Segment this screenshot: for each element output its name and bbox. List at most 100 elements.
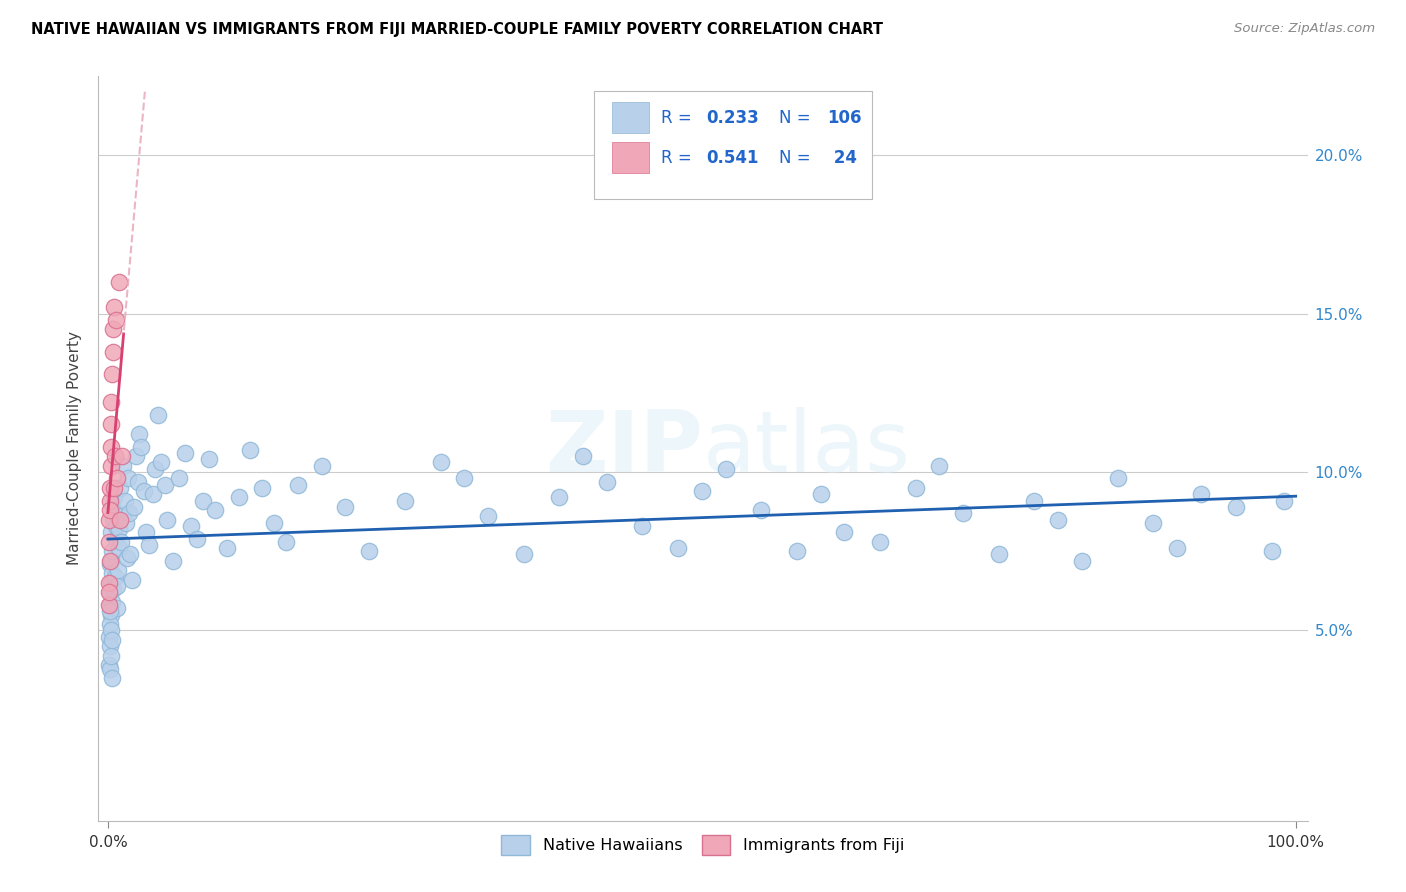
Point <box>834 525 856 540</box>
Text: Source: ZipAtlas.com: Source: ZipAtlas.com <box>1234 22 1375 36</box>
Text: ZIP: ZIP <box>546 407 703 490</box>
Point <box>810 487 832 501</box>
Point <box>100 440 122 454</box>
Point <box>952 506 974 520</box>
Point <box>98 554 121 568</box>
Point <box>120 548 142 562</box>
Point <box>129 440 152 454</box>
Point <box>122 500 145 514</box>
Point <box>105 519 128 533</box>
Point <box>98 503 121 517</box>
Point <box>103 512 125 526</box>
Point <box>204 503 226 517</box>
Point <box>714 462 737 476</box>
Point <box>101 671 124 685</box>
Point <box>215 541 238 555</box>
Point <box>749 503 772 517</box>
Point <box>98 658 121 673</box>
Point <box>928 458 950 473</box>
Point <box>572 449 595 463</box>
Point <box>359 544 381 558</box>
Text: R =: R = <box>661 109 697 127</box>
Point <box>121 573 143 587</box>
Point <box>100 604 122 618</box>
Point <box>631 519 654 533</box>
Point <box>100 632 122 647</box>
Y-axis label: Married-Couple Family Poverty: Married-Couple Family Poverty <box>67 331 83 566</box>
Text: NATIVE HAWAIIAN VS IMMIGRANTS FROM FIJI MARRIED-COUPLE FAMILY POVERTY CORRELATIO: NATIVE HAWAIIAN VS IMMIGRANTS FROM FIJI … <box>31 22 883 37</box>
Point <box>311 458 333 473</box>
Point <box>108 522 131 536</box>
Point <box>107 563 129 577</box>
Point <box>162 554 184 568</box>
Point <box>1261 544 1284 558</box>
Point <box>869 534 891 549</box>
Point <box>105 579 128 593</box>
Point <box>101 595 124 609</box>
Point <box>180 519 202 533</box>
Point <box>114 516 136 530</box>
Point <box>115 550 138 565</box>
Point <box>103 481 125 495</box>
Point <box>191 493 214 508</box>
Legend: Native Hawaiians, Immigrants from Fiji: Native Hawaiians, Immigrants from Fiji <box>495 829 911 861</box>
Point <box>904 481 927 495</box>
Point <box>100 576 122 591</box>
Point <box>103 491 125 505</box>
Point <box>156 512 179 526</box>
Point <box>453 471 475 485</box>
Text: atlas: atlas <box>703 407 911 490</box>
Point <box>394 493 416 508</box>
Point <box>98 557 121 571</box>
Text: 106: 106 <box>828 109 862 127</box>
Point <box>98 640 121 654</box>
Point <box>101 544 124 558</box>
Point <box>186 532 208 546</box>
Point <box>104 449 127 463</box>
Point <box>596 475 619 489</box>
Point <box>198 452 221 467</box>
Point <box>98 493 121 508</box>
Point <box>104 532 127 546</box>
Point <box>107 275 129 289</box>
Point <box>125 449 148 463</box>
Bar <box>613 102 648 133</box>
Point <box>100 607 122 622</box>
Point <box>103 503 125 517</box>
Point <box>98 598 121 612</box>
Point <box>100 566 122 581</box>
Point <box>287 477 309 491</box>
Point <box>142 487 165 501</box>
FancyBboxPatch shape <box>595 91 872 199</box>
Point <box>1166 541 1188 555</box>
Point <box>1047 512 1070 526</box>
Point <box>512 548 534 562</box>
Point <box>239 442 262 457</box>
Point <box>1189 487 1212 501</box>
Point <box>98 481 121 495</box>
Point <box>1024 493 1046 508</box>
Point <box>108 481 131 495</box>
Point <box>228 491 250 505</box>
Point <box>786 544 808 558</box>
Point <box>111 449 134 463</box>
Point <box>104 569 127 583</box>
Point <box>174 446 197 460</box>
Point <box>107 471 129 485</box>
Point <box>110 534 132 549</box>
Point <box>100 554 122 568</box>
Point <box>108 512 131 526</box>
Point <box>101 582 124 597</box>
Point <box>1272 493 1295 508</box>
Point <box>335 500 357 514</box>
Point <box>114 493 136 508</box>
Point <box>1225 500 1247 514</box>
Point <box>107 601 129 615</box>
Point <box>105 313 128 327</box>
Point <box>100 395 122 409</box>
Point <box>98 585 121 599</box>
Point <box>263 516 285 530</box>
Point <box>112 458 135 473</box>
Point <box>98 512 121 526</box>
Point <box>146 408 169 422</box>
